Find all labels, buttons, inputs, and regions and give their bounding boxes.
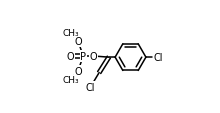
Text: CH₃: CH₃ — [62, 76, 79, 85]
Text: O: O — [74, 37, 82, 47]
Text: Cl: Cl — [86, 82, 95, 92]
Text: O: O — [67, 52, 75, 61]
Text: O: O — [74, 66, 82, 76]
Text: P: P — [80, 52, 86, 61]
Text: O: O — [90, 52, 97, 61]
Text: Cl: Cl — [153, 53, 163, 63]
Text: CH₃: CH₃ — [62, 28, 79, 37]
